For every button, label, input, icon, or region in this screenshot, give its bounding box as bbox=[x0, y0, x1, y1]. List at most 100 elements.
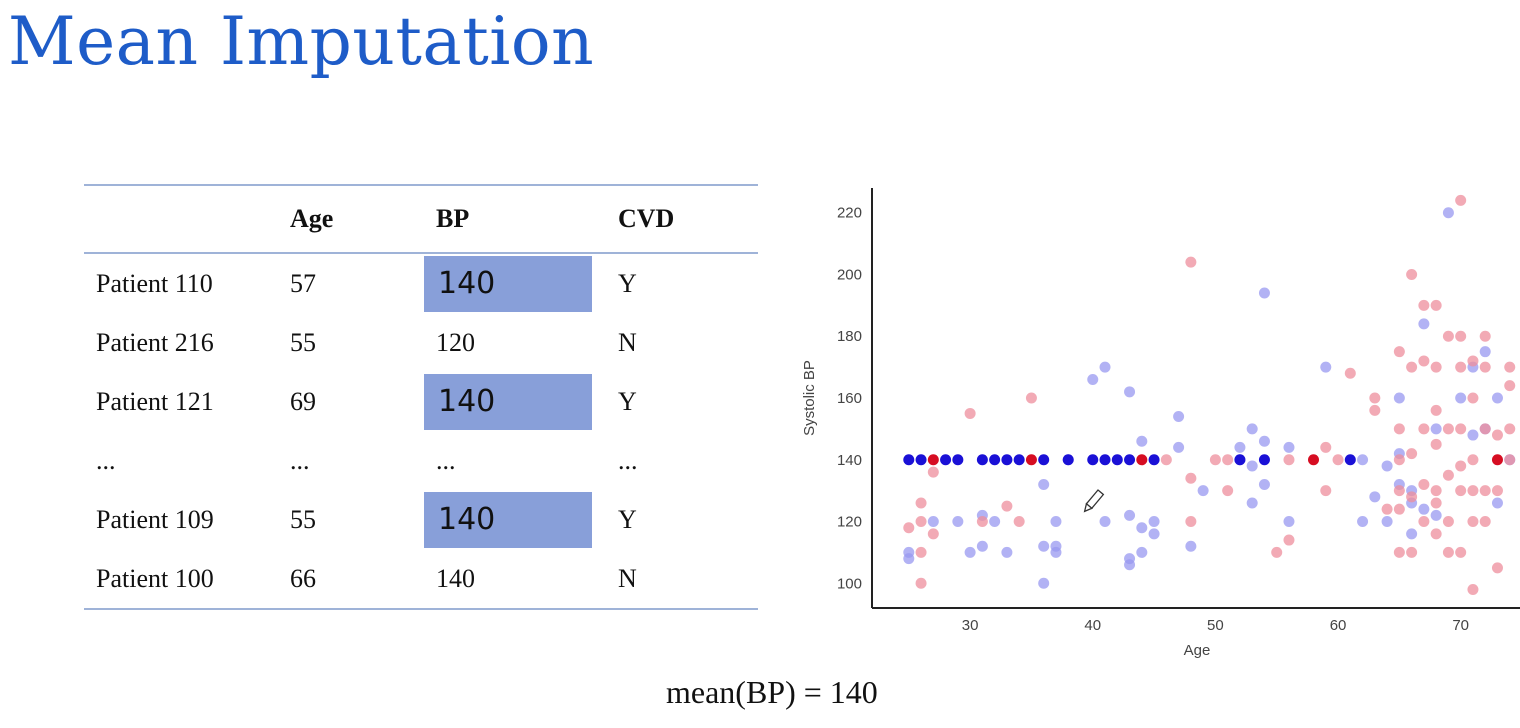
data-point bbox=[1136, 454, 1148, 466]
data-point bbox=[1148, 516, 1160, 528]
data-point bbox=[964, 546, 976, 558]
data-point bbox=[915, 516, 927, 528]
data-point bbox=[1504, 361, 1516, 373]
data-point bbox=[1369, 491, 1381, 503]
cvd-cell: Y bbox=[618, 504, 637, 534]
data-point bbox=[1099, 361, 1111, 373]
data-point bbox=[940, 454, 952, 466]
data-point bbox=[1479, 330, 1491, 342]
data-point bbox=[1185, 472, 1197, 484]
data-point bbox=[1099, 454, 1111, 466]
data-point bbox=[1442, 330, 1454, 342]
data-point bbox=[1442, 469, 1454, 481]
data-point bbox=[1455, 546, 1467, 558]
data-point bbox=[1430, 299, 1442, 311]
data-point bbox=[1283, 516, 1295, 528]
data-point bbox=[1430, 497, 1442, 509]
slide-title: Mean Imputation bbox=[8, 3, 595, 80]
data-point bbox=[1491, 454, 1503, 466]
data-point bbox=[1111, 454, 1123, 466]
data-point bbox=[1479, 423, 1491, 435]
data-point bbox=[1197, 485, 1209, 497]
data-point bbox=[1357, 516, 1369, 528]
patient-cell: Patient 109 bbox=[96, 504, 214, 534]
data-point bbox=[989, 454, 1001, 466]
data-point bbox=[1001, 454, 1013, 466]
data-point bbox=[1258, 435, 1270, 447]
data-point bbox=[1467, 429, 1479, 441]
y-axis-label: Systolic BP bbox=[801, 360, 818, 436]
data-point bbox=[1455, 330, 1467, 342]
table-header-row: Age BP CVD bbox=[84, 185, 758, 253]
data-point bbox=[1430, 404, 1442, 416]
data-point bbox=[1418, 503, 1430, 515]
data-point bbox=[1025, 392, 1037, 404]
data-point bbox=[1209, 454, 1221, 466]
data-point bbox=[1430, 361, 1442, 373]
table-row: ............ bbox=[84, 431, 758, 490]
data-point bbox=[1467, 454, 1479, 466]
data-point bbox=[1185, 516, 1197, 528]
data-point bbox=[1430, 423, 1442, 435]
data-point bbox=[1381, 460, 1393, 472]
data-point bbox=[903, 454, 915, 466]
data-point bbox=[1160, 454, 1172, 466]
data-point bbox=[1406, 268, 1418, 280]
data-point bbox=[1418, 423, 1430, 435]
data-point bbox=[1504, 380, 1516, 392]
table-row: Patient 110 57 140 Y bbox=[84, 253, 758, 313]
data-point bbox=[1393, 392, 1405, 404]
data-point bbox=[1418, 478, 1430, 490]
data-point bbox=[1013, 516, 1025, 528]
data-point bbox=[1087, 454, 1099, 466]
data-point bbox=[1013, 454, 1025, 466]
data-point bbox=[1442, 207, 1454, 219]
header-cvd: CVD bbox=[618, 204, 675, 233]
data-point bbox=[1234, 454, 1246, 466]
data-point bbox=[1258, 478, 1270, 490]
data-point bbox=[1258, 454, 1270, 466]
data-point bbox=[1050, 546, 1062, 558]
x-tick-label: 30 bbox=[962, 617, 979, 634]
data-point bbox=[1038, 540, 1050, 552]
data-point bbox=[927, 528, 939, 540]
cvd-cell: N bbox=[618, 563, 637, 593]
y-tick-label: 180 bbox=[837, 328, 862, 345]
data-point bbox=[989, 516, 1001, 528]
imputed-bp-value: 140 bbox=[424, 255, 592, 312]
data-point bbox=[1504, 423, 1516, 435]
data-point bbox=[1406, 361, 1418, 373]
data-point bbox=[1320, 441, 1332, 453]
patient-cell: Patient 121 bbox=[96, 386, 214, 416]
table-row: Patient 100 66 140 N bbox=[84, 549, 758, 609]
data-point bbox=[1455, 460, 1467, 472]
cvd-cell: Y bbox=[618, 268, 637, 298]
age-cell: 57 bbox=[290, 268, 316, 298]
header-bp: BP bbox=[436, 204, 470, 233]
data-point bbox=[1479, 485, 1491, 497]
data-point bbox=[1283, 534, 1295, 546]
data-point bbox=[1185, 540, 1197, 552]
header-empty bbox=[84, 185, 278, 253]
data-point bbox=[1442, 516, 1454, 528]
data-point bbox=[976, 516, 988, 528]
data-point bbox=[1393, 485, 1405, 497]
data-point bbox=[915, 454, 927, 466]
data-point bbox=[1430, 509, 1442, 521]
data-point bbox=[1393, 503, 1405, 515]
table-row: Patient 121 69 140 Y bbox=[84, 372, 758, 431]
data-point bbox=[1001, 546, 1013, 558]
data-point bbox=[952, 454, 964, 466]
data-point bbox=[1099, 516, 1111, 528]
data-point bbox=[1369, 392, 1381, 404]
data-point bbox=[1246, 460, 1258, 472]
data-point bbox=[915, 546, 927, 558]
data-point bbox=[1234, 441, 1246, 453]
pencil-cursor-icon bbox=[1083, 489, 1105, 513]
data-point bbox=[1479, 516, 1491, 528]
bp-cell: 120 bbox=[436, 327, 475, 357]
x-tick-label: 50 bbox=[1207, 617, 1224, 634]
y-tick-label: 140 bbox=[837, 452, 862, 469]
data-point bbox=[903, 522, 915, 534]
data-point bbox=[976, 540, 988, 552]
